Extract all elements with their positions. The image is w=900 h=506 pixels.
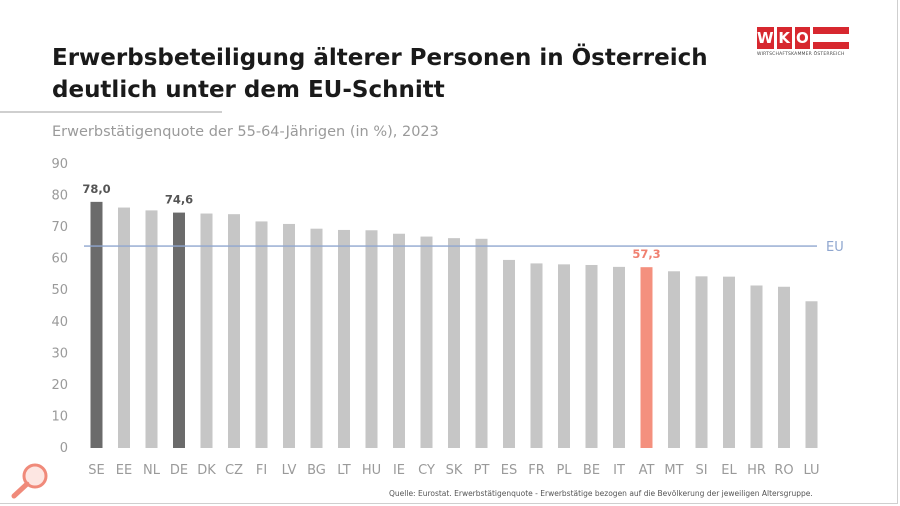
logo-letter-w: W — [757, 27, 774, 49]
eu-average-label: EU — [826, 240, 844, 255]
logo-tagline: WIRTSCHAFTSKAMMER ÖSTERREICH — [757, 52, 845, 57]
x-tick-label: NL — [143, 463, 161, 478]
x-tick-label: HR — [747, 463, 766, 478]
bar-hu — [365, 230, 378, 448]
bar-dk — [200, 213, 213, 448]
x-tick-label: BG — [307, 463, 326, 478]
logo-mark: W K O — [757, 27, 850, 49]
x-tick-label: LV — [282, 463, 297, 478]
bar-el — [723, 276, 735, 448]
x-tick-label: MT — [664, 463, 683, 478]
x-tick-label: HU — [362, 463, 381, 478]
y-tick-label: 60 — [51, 252, 68, 267]
bar-es — [503, 259, 515, 448]
x-tick-label: EL — [721, 463, 737, 478]
x-tick-label: SK — [446, 463, 463, 478]
data-label-at: 57,3 — [632, 247, 660, 261]
bar-mt — [668, 271, 680, 448]
bar-sk — [448, 238, 460, 448]
bar-at — [640, 267, 653, 448]
bar-ro — [778, 286, 790, 448]
y-tick-label: 10 — [51, 409, 68, 424]
y-tick-label: 70 — [51, 220, 68, 235]
data-labels: 78,0 74,6 57,3 — [82, 182, 660, 261]
bar-ie — [393, 233, 405, 448]
eu-reference: EU — [84, 240, 844, 255]
bar-it — [613, 266, 625, 448]
bar-lu — [805, 301, 818, 448]
y-tick-label: 80 — [51, 189, 68, 204]
title-line-1: Erwerbsbeteiligung älterer Personen in Ö… — [52, 45, 708, 71]
bar-bg — [310, 228, 323, 448]
x-tick-label: BE — [583, 463, 600, 478]
bar-de — [173, 212, 185, 448]
x-tick-label: SE — [88, 463, 104, 478]
x-tick-label: AT — [639, 463, 655, 478]
bar-ee — [118, 207, 130, 448]
bar-nl — [145, 210, 158, 448]
bar-cy — [420, 236, 433, 448]
bar-si — [695, 276, 708, 448]
bar-se — [90, 201, 103, 448]
title-divider — [0, 111, 222, 113]
x-tick-label: CZ — [225, 463, 243, 478]
bar-fr — [530, 263, 543, 448]
bar-fi — [255, 221, 268, 448]
wko-logo: W K O WIRTSCHAFTSKAMMER ÖSTERREICH — [757, 27, 850, 61]
x-tick-label: PT — [474, 463, 490, 478]
bar-lv — [283, 223, 295, 448]
y-axis: 0 10 20 30 40 50 60 70 80 90 — [51, 157, 68, 456]
bar-hr — [750, 285, 763, 448]
x-tick-label: DK — [197, 463, 216, 478]
x-tick-label: PL — [556, 463, 572, 478]
x-tick-label: IT — [613, 463, 625, 478]
source-note: Quelle: Eurostat. Erwerbstätigenquote - … — [389, 489, 813, 498]
bar-pt — [475, 238, 488, 448]
bar-be — [585, 264, 598, 448]
x-tick-label: ES — [501, 463, 517, 478]
bar-series — [90, 201, 818, 448]
y-tick-label: 40 — [51, 315, 68, 330]
magnifier-icon — [11, 463, 48, 499]
logo-letter-o: O — [794, 27, 810, 49]
x-tick-label: SI — [695, 463, 707, 478]
x-tick-label: FR — [528, 463, 545, 478]
x-axis: SE EE NL DE DK CZ FI LV BG LT HU IE CY SK PT ES FR PL BE IT… — [88, 463, 819, 478]
x-tick-label: FI — [256, 463, 267, 478]
x-tick-label: EE — [116, 463, 132, 478]
y-tick-label: 0 — [60, 441, 68, 456]
title-line-2: deutlich unter dem EU-Schnitt — [52, 77, 445, 103]
x-tick-label: RO — [774, 463, 793, 478]
x-tick-label: CY — [418, 463, 435, 478]
y-tick-label: 50 — [51, 283, 68, 298]
bar-pl — [558, 264, 570, 448]
bar-lt — [338, 229, 350, 448]
y-tick-label: 20 — [51, 378, 68, 393]
x-tick-label: DE — [170, 463, 188, 478]
x-tick-label: LU — [803, 463, 819, 478]
y-tick-label: 30 — [51, 346, 68, 361]
y-tick-label: 90 — [51, 157, 68, 172]
austrian-flag-icon — [812, 27, 850, 49]
x-tick-label: IE — [393, 463, 405, 478]
logo-letter-k: K — [776, 27, 792, 49]
chart-subtitle: Erwerbstätigenquote der 55-64-Jährigen (… — [52, 124, 439, 140]
bar-cz — [228, 214, 240, 448]
page-title: Erwerbsbeteiligung älterer Personen in Ö… — [52, 42, 752, 106]
data-label-se: 78,0 — [82, 182, 110, 196]
data-label-de: 74,6 — [165, 193, 193, 207]
x-tick-label: LT — [337, 463, 350, 478]
